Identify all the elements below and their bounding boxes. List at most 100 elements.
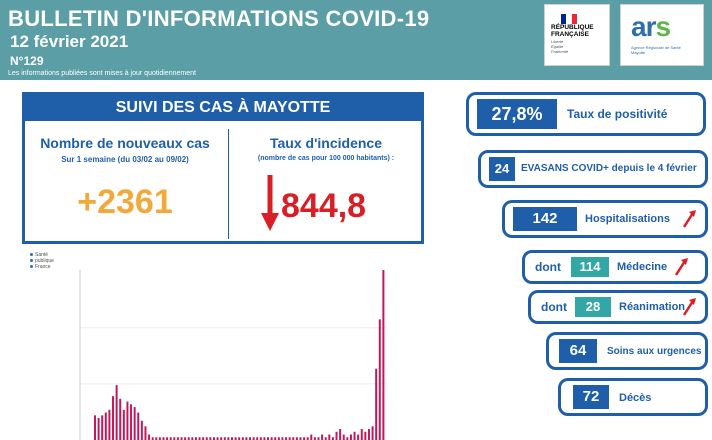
chart-bar (378, 319, 381, 440)
chart-bar (94, 415, 96, 440)
chart-bar (346, 437, 349, 440)
rf-line2: FRANÇAISE (551, 31, 589, 38)
deces-card: 72 Décès (558, 378, 708, 416)
medecine-value: 114 (571, 257, 609, 277)
medecine-card: dont 114 Médecine (522, 250, 708, 284)
chart-bar (342, 434, 345, 440)
chart-bar (216, 437, 219, 440)
chart-bar (313, 437, 316, 440)
chart-bar (230, 437, 233, 440)
spf-dot-icon (30, 253, 33, 256)
chart-bar (158, 437, 161, 440)
medecine-prefix: dont (535, 260, 561, 274)
spf-line1: Santé (35, 252, 49, 258)
incidence-subtitle: (nombre de cas pour 100 000 habitants) : (257, 155, 395, 162)
chart-bar (270, 437, 273, 440)
chart-bar (126, 401, 129, 440)
ars-subtitle: Agence Régionale de Santé Mayotte (631, 45, 681, 55)
nouveaux-cas-value: +2361 (77, 183, 173, 221)
chart-bar (281, 437, 284, 440)
french-flag-icon (561, 11, 577, 24)
chart-bar (184, 437, 187, 440)
chart-bar (321, 434, 324, 440)
nouveaux-cas-subtitle: Sur 1 semaine (du 03/02 au 09/02) (61, 155, 189, 164)
chart-bar (115, 385, 118, 440)
trend-up-arrow-icon (682, 210, 696, 228)
chart-bar (108, 409, 111, 440)
chart-bar (245, 437, 248, 440)
arrow-down-icon (261, 175, 279, 231)
chart-bar (148, 434, 151, 440)
chart-bar (202, 437, 205, 440)
spf-line3: France (35, 264, 51, 270)
medecine-label: Médecine (617, 261, 668, 273)
hospitalisations-label: Hospitalisations (585, 213, 670, 225)
chart-bar (288, 437, 291, 440)
chart-bar (277, 437, 280, 440)
chart-bar (324, 437, 327, 440)
deces-label: Décès (619, 392, 652, 404)
suivi-cas-panel: SUIVI DES CAS À MAYOTTE Nombre de nouvea… (22, 92, 424, 244)
chart-bar (335, 431, 338, 440)
chart-bar (256, 437, 259, 440)
chart-bar (364, 431, 367, 440)
spf-dot-icon (30, 259, 33, 262)
chart-bar (353, 431, 356, 440)
chart-bar (234, 437, 237, 440)
chart-bar (155, 437, 158, 440)
incidence-title: Taux d'incidence (270, 135, 382, 151)
bulletin-date: 12 février 2021 (10, 32, 129, 51)
hospitalisations-value: 142 (513, 207, 577, 231)
reanimation-card: dont 28 Réanimation (528, 290, 708, 324)
chart-bar (112, 396, 115, 440)
chart-bar (331, 437, 334, 440)
chart-bar (360, 429, 363, 440)
chart-bar (238, 437, 241, 440)
chart-bar (375, 368, 378, 440)
rf-motto1: Liberté (551, 39, 564, 44)
rf-line1: RÉPUBLIQUE (551, 24, 594, 31)
chart-bar (166, 437, 169, 440)
chart-bar (144, 426, 147, 440)
chart-bar (223, 437, 226, 440)
spf-dot-icon (30, 265, 33, 268)
chart-bar (180, 437, 183, 440)
evasans-label: EVASANS COVID+ depuis le 4 février (521, 163, 697, 174)
chart-bar (212, 437, 215, 440)
rf-motto3: Fraternité (551, 49, 569, 54)
chart-bar (162, 437, 165, 440)
chart-bar (169, 437, 172, 440)
chart-bar (227, 437, 230, 440)
chart-bar (194, 437, 197, 440)
ars-logo: ars Agence Régionale de Santé Mayotte (620, 4, 704, 66)
chart-bar (133, 407, 136, 440)
chart-bar (310, 434, 313, 440)
reanimation-value: 28 (575, 297, 611, 317)
chart-bar (259, 437, 262, 440)
chart-bar (220, 437, 223, 440)
positivite-card: 27,8% Taux de positivité (466, 92, 706, 136)
bulletin-number: N°129 (10, 54, 44, 68)
chart-bar (241, 437, 244, 440)
chart-bar (339, 429, 342, 440)
chart-bar (263, 437, 266, 440)
chart-bar (104, 412, 107, 440)
chart-bar (328, 434, 331, 440)
positivite-label: Taux de positivité (567, 107, 668, 121)
ars-word-s: s (655, 11, 671, 42)
chart-bar (299, 437, 302, 440)
urgences-label: Soins aux urgences (607, 346, 702, 357)
incidence-value: 844,8 (281, 187, 367, 225)
trend-up-arrow-icon (674, 258, 688, 276)
chart-bar (173, 437, 176, 440)
chart-bar (249, 437, 251, 440)
chart-bar (119, 398, 122, 440)
urgences-value: 64 (559, 339, 597, 363)
chart-bar (130, 404, 133, 440)
chart-bar (101, 415, 104, 440)
chart-bar (349, 434, 352, 440)
chart-bar (209, 437, 212, 440)
chart-bar (357, 434, 360, 440)
urgences-card: 64 Soins aux urgences (546, 332, 708, 370)
chart-bar (176, 437, 179, 440)
